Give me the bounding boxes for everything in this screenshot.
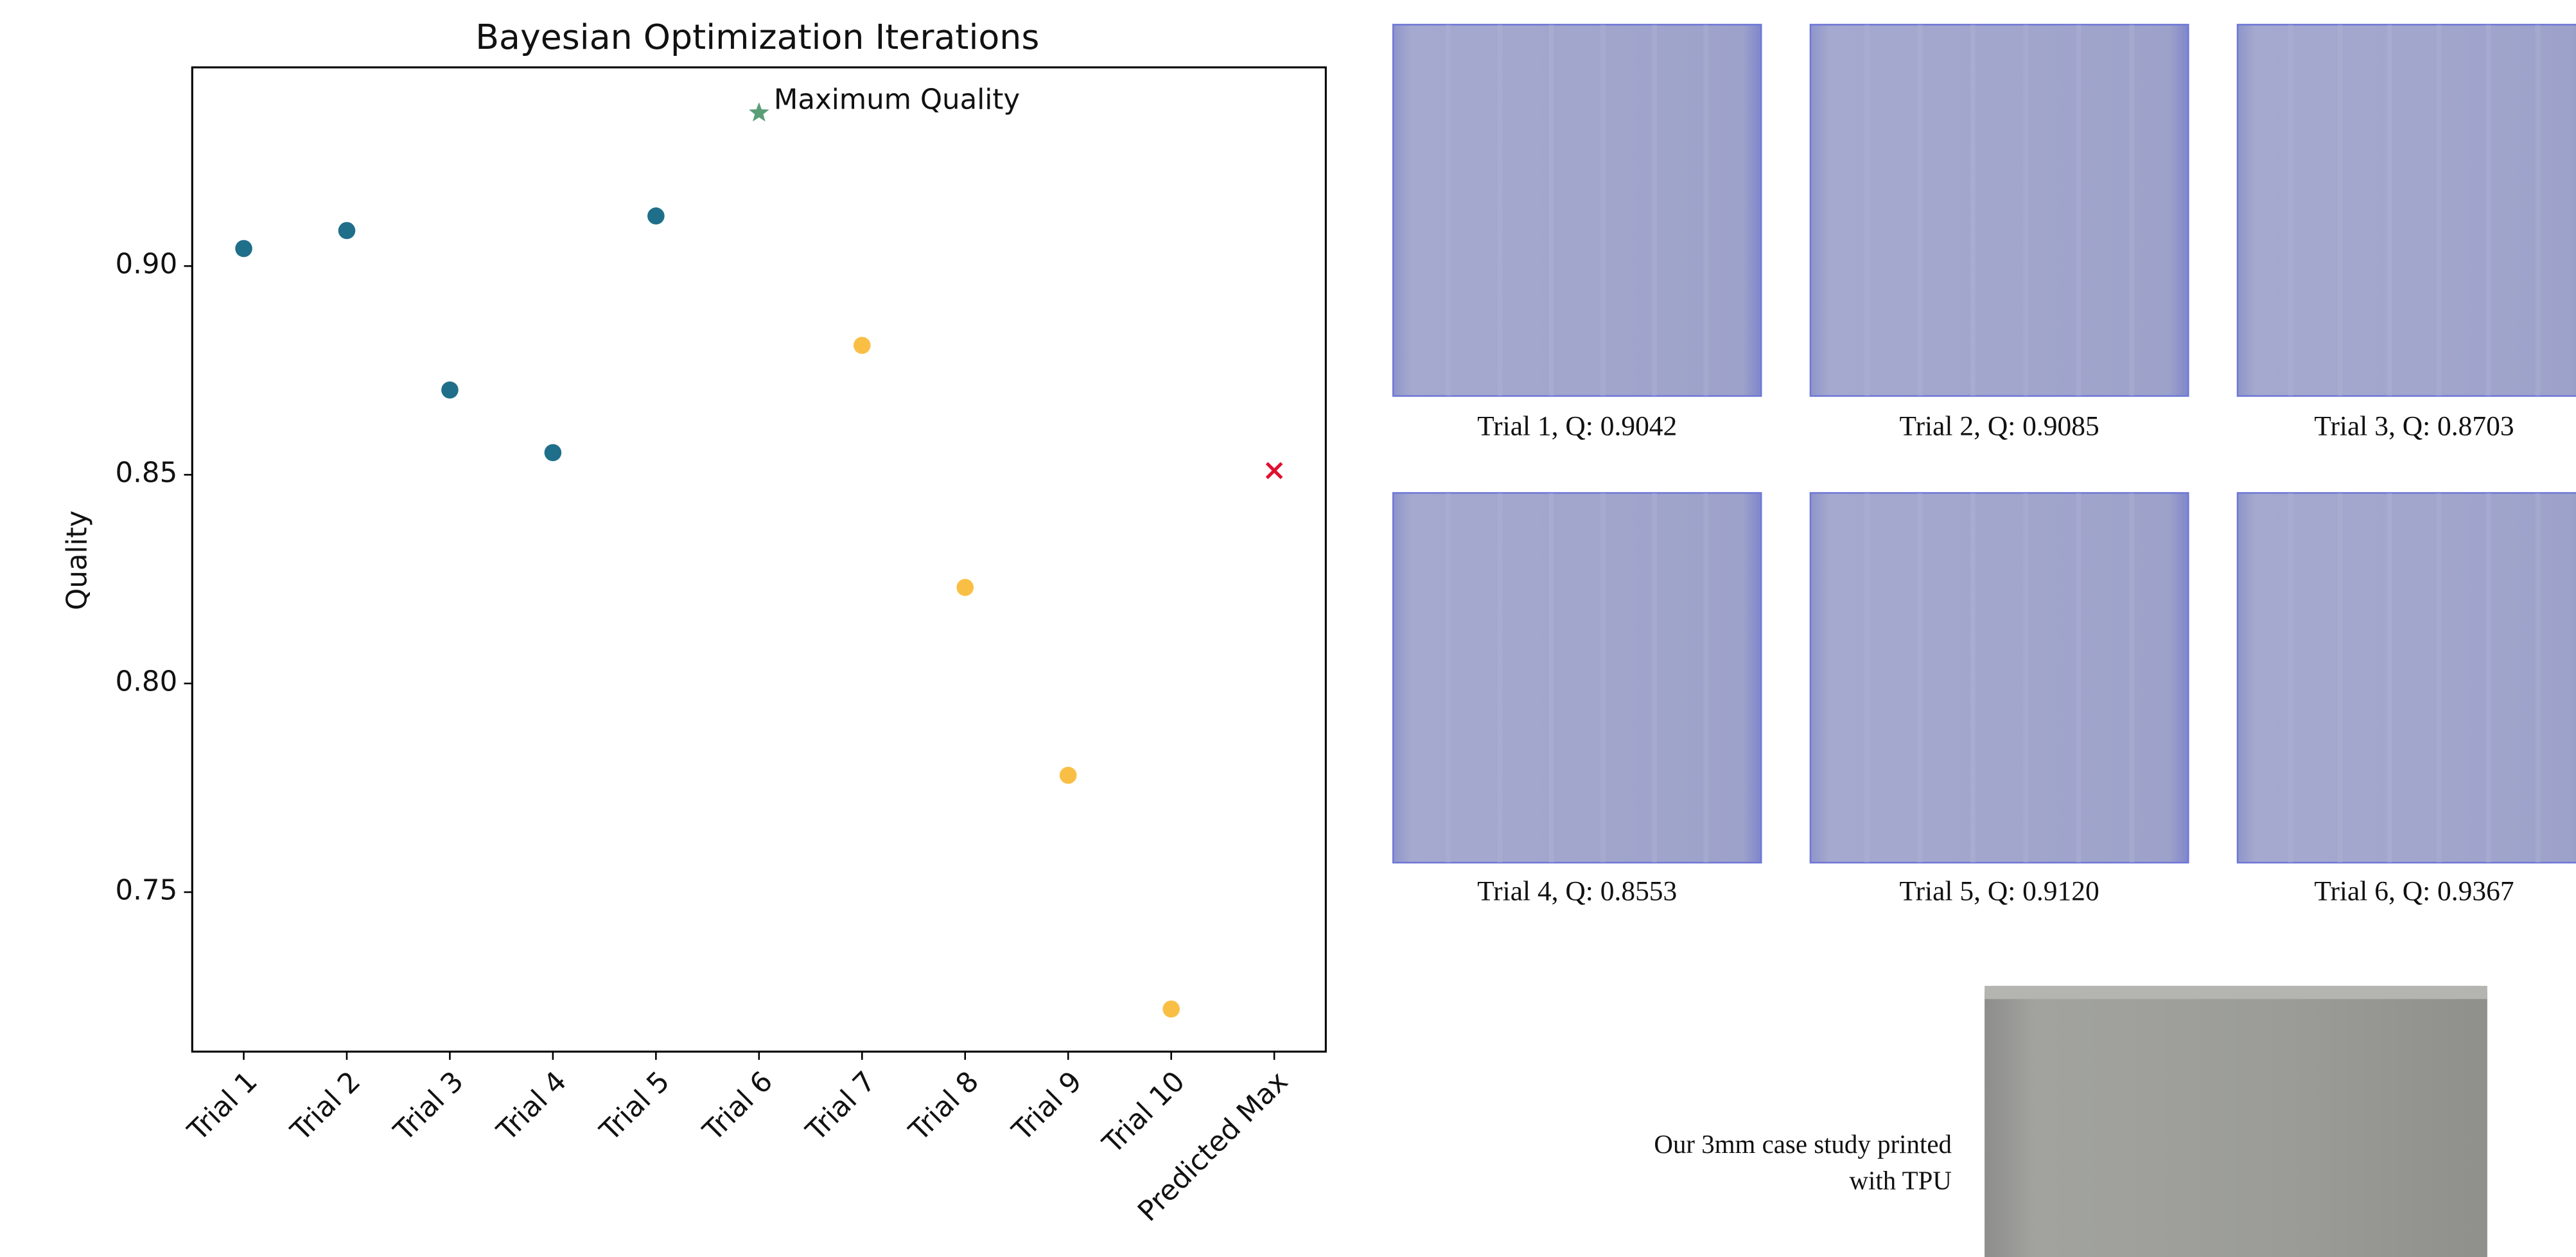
x-point [1267, 463, 1282, 478]
point [235, 240, 252, 258]
y-tick-label: 0.75 [115, 874, 177, 906]
case-study-caption: Our 3mm case study printed [1654, 1130, 1952, 1159]
point [854, 337, 871, 354]
photo-caption: Trial 3, Q: 0.8703 [2314, 411, 2514, 442]
point [647, 207, 665, 225]
x-tick-label: Trial 4 [491, 1066, 573, 1148]
point [1060, 767, 1077, 784]
point [1162, 1001, 1180, 1018]
point [956, 579, 974, 596]
chart-title: Bayesian Optimization Iterations [475, 17, 1039, 57]
x-tick-label: Trial 8 [903, 1066, 985, 1148]
case-study-caption: with TPU [1849, 1166, 1951, 1195]
x-tick-label: Trial 1 [182, 1066, 264, 1148]
x-tick-label: Trial 9 [1006, 1066, 1088, 1148]
point [545, 444, 562, 461]
x-tick-label: Trial 10 [1096, 1066, 1191, 1161]
y-tick-label: 0.80 [115, 666, 177, 698]
x-tick-label: Trial 7 [800, 1066, 882, 1148]
point [338, 222, 356, 240]
x-tick-label: Trial 2 [285, 1066, 367, 1148]
x-tick-label: Trial 5 [593, 1066, 676, 1148]
star-point [749, 102, 769, 121]
photo-grid: Trial 1, Q: 0.9042 Trial 2, Q: 0.9085 Tria… [1393, 24, 2576, 906]
annotation: Maximum Quality [774, 84, 1020, 116]
plot-frame [192, 67, 1326, 1051]
case-study-edge [1985, 986, 2487, 999]
case-study-photo [1985, 986, 2487, 1257]
point [441, 382, 459, 399]
page: {"chart_data": {"type": "scatter", "titl… [0, 0, 2576, 1257]
y-tick-label: 0.85 [115, 457, 177, 489]
y-tick-label: 0.90 [115, 249, 177, 281]
photo-caption: Trial 2, Q: 0.9085 [1900, 411, 2099, 442]
photo-caption: Trial 4, Q: 0.8553 [1477, 876, 1677, 907]
figure: Bayesian Optimization Iterations Quality… [0, 0, 2576, 1257]
photo-caption: Trial 1, Q: 0.9042 [1477, 411, 1677, 442]
photo-caption: Trial 6, Q: 0.9367 [2314, 876, 2514, 907]
y-axis-label: Quality [61, 511, 93, 610]
x-tick-label: Trial 6 [697, 1066, 779, 1148]
x-tick-label: Trial 3 [387, 1066, 469, 1148]
photo-caption: Trial 5, Q: 0.9120 [1900, 876, 2099, 907]
